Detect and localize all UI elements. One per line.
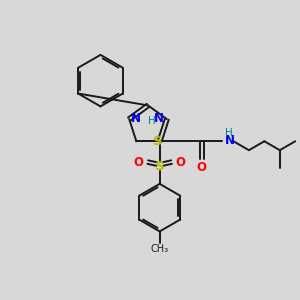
Text: N: N bbox=[224, 134, 235, 147]
Text: N: N bbox=[154, 112, 164, 124]
Text: O: O bbox=[176, 156, 185, 169]
Text: CH₃: CH₃ bbox=[151, 244, 169, 254]
Text: H: H bbox=[224, 128, 232, 138]
Text: S: S bbox=[153, 135, 163, 148]
Text: O: O bbox=[197, 161, 207, 174]
Text: N: N bbox=[131, 112, 141, 124]
Text: H: H bbox=[148, 116, 156, 126]
Text: S: S bbox=[155, 160, 164, 172]
Text: O: O bbox=[134, 156, 144, 169]
